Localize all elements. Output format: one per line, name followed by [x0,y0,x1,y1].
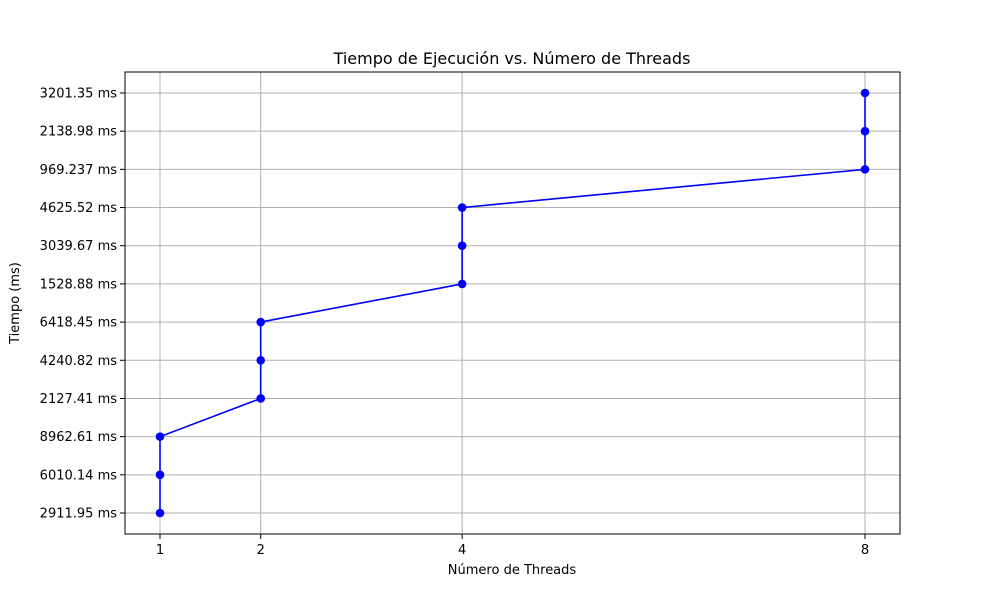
x-tick-label: 8 [861,543,869,558]
x-axis-label: Número de Threads [448,563,577,578]
data-point [860,165,870,174]
y-tick-label: 2911.95 ms [40,507,118,522]
data-point [155,508,165,518]
y-tick-label: 8962.61 ms [40,430,118,445]
plot-frame [124,71,901,535]
x-tick-label: 4 [458,543,466,558]
data-point [256,317,266,327]
series-line [159,93,866,513]
grid [125,72,900,534]
data-point [457,279,467,289]
y-axis-label: Tiempo (ms) [8,262,23,345]
data-point [256,355,266,365]
y-tick-label: 2127.41 ms [40,392,118,407]
y-tick-label: 4240.82 ms [40,354,118,369]
data-point [155,432,165,441]
data-point [860,126,870,136]
chart-title: Tiempo de Ejecución vs. Número de Thread… [333,49,691,68]
data-point [457,241,467,251]
y-tick-label: 6010.14 ms [40,468,118,483]
data-point [457,203,467,212]
y-tick-label: 4625.52 ms [40,201,118,216]
data-point [256,394,266,403]
series-layer [155,88,870,518]
y-tick-label: 969.237 ms [40,163,118,178]
data-point [155,470,165,480]
x-tick-label: 1 [156,543,164,558]
x-tick-label: 2 [257,543,265,558]
y-tick-label: 2138.98 ms [40,125,118,140]
tick-layer: 1 2 4 8 2911.95 ms 6010.14 ms 8962.61 ms 2127.4… [40,87,869,559]
data-point [860,88,870,98]
y-tick-label: 3039.67 ms [40,239,118,254]
y-tick-label: 3201.35 ms [40,87,118,102]
y-tick-label: 1528.88 ms [40,277,118,292]
y-tick-label: 6418.45 ms [40,316,118,331]
